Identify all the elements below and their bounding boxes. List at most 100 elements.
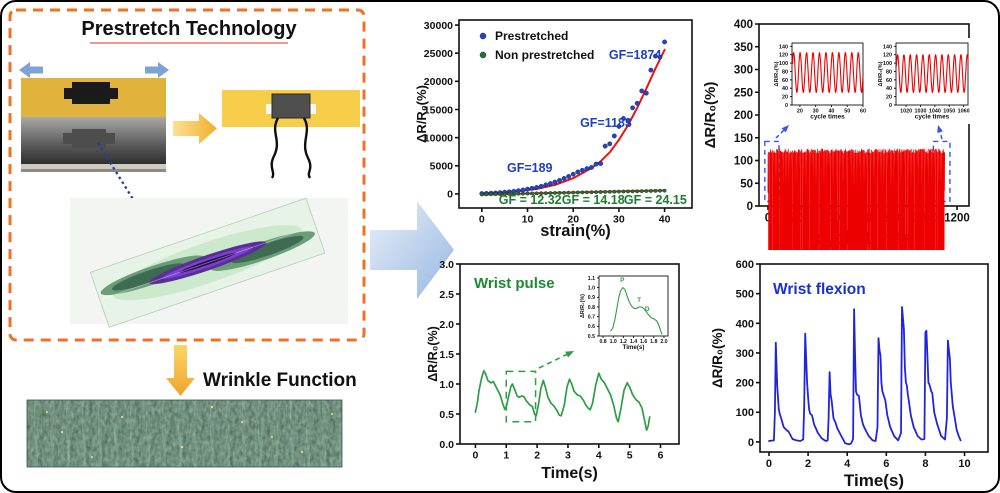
- svg-text:GF=189: GF=189: [507, 161, 553, 175]
- released-chip: [271, 93, 311, 119]
- svg-text:1.4: 1.4: [630, 339, 637, 345]
- svg-text:2.0: 2.0: [439, 319, 454, 331]
- svg-text:60: 60: [860, 108, 866, 114]
- svg-text:150: 150: [734, 133, 753, 145]
- svg-text:100: 100: [736, 407, 754, 419]
- svg-text:10000: 10000: [424, 132, 453, 144]
- svg-text:2: 2: [534, 450, 540, 462]
- microscope-image: [26, 399, 343, 468]
- svg-text:1060: 1060: [958, 108, 970, 114]
- flow-arrow-icon: [173, 113, 217, 144]
- svg-text:ΔR/R₀(%): ΔR/R₀(%): [415, 85, 429, 143]
- svg-text:0: 0: [473, 450, 479, 462]
- svg-text:1.1: 1.1: [588, 276, 595, 282]
- svg-text:0.9: 0.9: [588, 295, 595, 301]
- transition-arrow-icon: [370, 201, 454, 299]
- prestretched-film-schematic: [19, 62, 169, 172]
- svg-text:3: 3: [565, 450, 571, 462]
- wrinkle-label: Wrinkle Function: [203, 370, 357, 391]
- svg-text:0.8: 0.8: [599, 339, 606, 345]
- svg-text:20: 20: [567, 214, 579, 226]
- svg-text:50: 50: [740, 178, 753, 190]
- svg-text:Wrist pulse: Wrist pulse: [474, 275, 555, 292]
- svg-text:20000: 20000: [424, 76, 453, 88]
- down-arrow-icon: [166, 345, 195, 396]
- svg-text:5000: 5000: [430, 161, 454, 173]
- svg-text:30: 30: [613, 214, 625, 226]
- svg-text:ΔR/R₀(%): ΔR/R₀(%): [878, 61, 884, 86]
- svg-text:300: 300: [734, 65, 753, 77]
- svg-text:100: 100: [883, 61, 892, 67]
- svg-text:80: 80: [886, 69, 892, 75]
- svg-text:0: 0: [747, 201, 753, 213]
- svg-text:1.2: 1.2: [620, 339, 627, 345]
- svg-text:120: 120: [883, 53, 892, 59]
- svg-text:20: 20: [886, 95, 892, 101]
- base-strip-shadow: [21, 169, 166, 172]
- svg-text:100: 100: [779, 61, 788, 67]
- svg-text:30000: 30000: [424, 20, 453, 32]
- svg-text:GF = 24.15: GF = 24.15: [624, 193, 687, 207]
- svg-text:0.8: 0.8: [588, 305, 595, 311]
- svg-text:6: 6: [658, 450, 664, 462]
- svg-text:P: P: [620, 277, 625, 284]
- svg-text:T: T: [637, 297, 641, 304]
- svg-text:1.8: 1.8: [650, 339, 657, 345]
- svg-text:strain(%): strain(%): [540, 222, 611, 240]
- svg-text:8: 8: [922, 458, 928, 470]
- svg-text:40: 40: [886, 86, 892, 92]
- svg-text:6: 6: [883, 458, 889, 470]
- svg-text:50: 50: [844, 108, 850, 114]
- svg-text:600: 600: [736, 259, 754, 271]
- svg-text:0: 0: [766, 458, 772, 470]
- embedded-chip: [63, 129, 115, 148]
- svg-text:0.5: 0.5: [588, 334, 595, 340]
- lead-wire-right: [302, 117, 312, 179]
- svg-text:60: 60: [886, 78, 892, 84]
- svg-text:1030: 1030: [914, 108, 926, 114]
- svg-text:1.5: 1.5: [439, 349, 454, 361]
- svg-text:0.7: 0.7: [588, 315, 595, 321]
- svg-text:3.0: 3.0: [439, 259, 454, 271]
- svg-text:ΔR/R₀(%): ΔR/R₀(%): [702, 82, 719, 149]
- svg-text:Wrist flexion: Wrist flexion: [773, 281, 866, 298]
- svg-text:1.0: 1.0: [588, 285, 595, 291]
- svg-text:1050: 1050: [943, 108, 955, 114]
- svg-text:GF = 12.32: GF = 12.32: [499, 193, 562, 207]
- stretch-arrow-right-icon: [145, 62, 169, 78]
- svg-text:0: 0: [765, 213, 771, 225]
- chart-gauge-factor: 0 10 20 30 40 0 5000 10000 15000 20000 25000 30000 s…: [415, 19, 693, 240]
- svg-text:0: 0: [785, 103, 788, 109]
- wrinkle-simulation-image: [70, 197, 348, 328]
- svg-text:Time(s): Time(s): [541, 465, 598, 482]
- svg-text:1.0: 1.0: [610, 339, 617, 345]
- stretch-arrow-left-icon: [19, 62, 43, 78]
- svg-text:100: 100: [734, 156, 753, 168]
- legend: Prestretched Non prestretched: [479, 29, 594, 62]
- svg-text:120: 120: [779, 53, 788, 59]
- sensor-chip: [64, 82, 118, 104]
- svg-text:40: 40: [659, 214, 671, 226]
- svg-text:1020: 1020: [900, 108, 912, 114]
- chart-cycling-stability: 0 200 400 600 800 1000 12000501001502002503003…: [702, 19, 970, 250]
- svg-text:ΔR/R₀(%): ΔR/R₀(%): [774, 61, 780, 86]
- svg-text:60: 60: [782, 78, 788, 84]
- svg-text:15000: 15000: [424, 104, 453, 116]
- svg-text:400: 400: [734, 19, 753, 31]
- svg-text:4: 4: [596, 450, 602, 462]
- svg-text:cycle times: cycle times: [915, 114, 950, 121]
- svg-text:2.0: 2.0: [660, 339, 667, 345]
- svg-text:Non prestretched: Non prestretched: [495, 48, 594, 62]
- svg-text:1.0: 1.0: [439, 379, 454, 391]
- svg-text:2: 2: [805, 458, 811, 470]
- prestretch-panel-border: [8, 8, 366, 342]
- svg-text:80: 80: [782, 69, 788, 75]
- svg-text:ΔR/R₀(%): ΔR/R₀(%): [710, 328, 725, 388]
- svg-text:1: 1: [503, 450, 509, 462]
- svg-text:500: 500: [736, 289, 754, 301]
- series-1: [479, 188, 667, 197]
- svg-text:0: 0: [479, 214, 485, 226]
- base-strip: [21, 164, 166, 169]
- svg-text:Time(s): Time(s): [844, 471, 904, 490]
